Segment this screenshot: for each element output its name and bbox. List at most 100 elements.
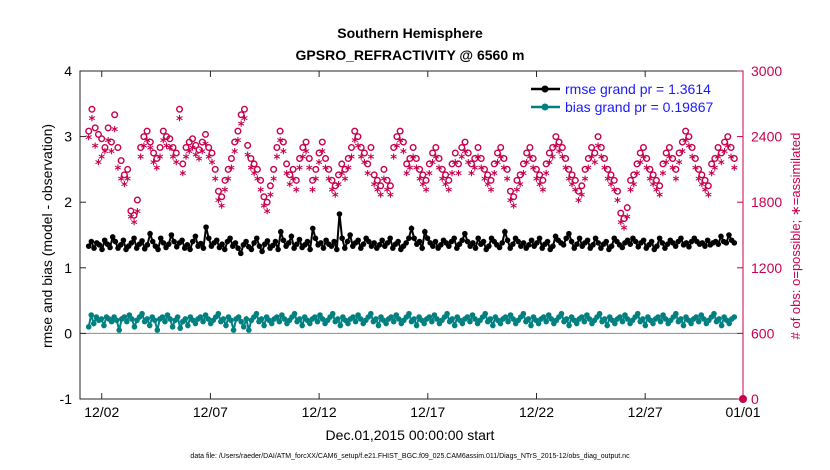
series-rmse-point — [323, 237, 329, 244]
x-tick-label: 12/12 — [302, 404, 337, 420]
series-rmse-point — [539, 245, 546, 251]
series-rmse-point — [550, 243, 556, 249]
obs-assimilated-point: * — [559, 152, 566, 167]
obs-assimilated-point: * — [478, 163, 485, 178]
series-rmse-point — [131, 235, 137, 242]
obs-assimilated-point: * — [137, 152, 144, 167]
obs-possible-point — [176, 105, 184, 113]
series-rmse-point — [277, 228, 284, 235]
x-tick-label: 12/07 — [193, 404, 228, 420]
series-bias-point — [85, 324, 92, 330]
series-bias-point — [657, 318, 664, 325]
obs-assimilated-point: * — [277, 136, 284, 151]
series-rmse-point — [147, 230, 153, 237]
obs-possible-point — [555, 138, 563, 146]
obs-assimilated-point: * — [520, 169, 527, 184]
series-bias-point — [243, 316, 250, 322]
obs-assimilated-point: * — [429, 158, 436, 173]
obs-possible-point — [584, 154, 592, 162]
obs-possible-point — [351, 127, 359, 135]
series-rmse-point — [253, 235, 260, 242]
series-rmse-point — [275, 246, 281, 253]
obs-possible-point — [208, 149, 216, 157]
series-bias-point — [182, 316, 189, 322]
obs-assimilated-point: * — [118, 174, 125, 189]
obs-assimilated-point: * — [565, 174, 572, 189]
obs-assimilated-point: * — [475, 152, 482, 167]
obs-possible-point — [406, 154, 414, 162]
obs-assimilated-point: * — [685, 142, 692, 157]
obs-assimilated-point: * — [578, 191, 585, 206]
obs-possible-point — [652, 176, 660, 184]
series-rmse-point — [320, 245, 327, 251]
series-rmse-point — [219, 241, 225, 247]
series-rmse-point — [430, 243, 436, 249]
obs-assimilated-point: * — [458, 152, 465, 167]
obs-possible-point — [370, 171, 378, 179]
obs-assimilated-point: * — [471, 163, 478, 178]
obs-possible-point — [565, 165, 573, 173]
obs-possible-point — [594, 133, 602, 141]
obs-assimilated-point: * — [462, 147, 469, 162]
obs-possible-point — [513, 176, 521, 184]
series-bias-point — [296, 316, 303, 322]
obs-assimilated-point: * — [189, 144, 196, 159]
obs-assimilated-point: * — [660, 169, 667, 184]
obs-assimilated-point: * — [419, 180, 426, 195]
obs-possible-point — [380, 165, 388, 173]
obs-assimilated-point: * — [406, 163, 413, 178]
obs-assimilated-point: * — [290, 174, 297, 189]
series-bias-point — [151, 317, 158, 324]
series-bias-point — [383, 320, 389, 327]
obs-possible-point — [101, 144, 109, 152]
obs-assimilated-point: * — [92, 142, 99, 157]
series-rmse-point — [379, 237, 385, 244]
obs-possible-point — [471, 154, 479, 162]
series-bias-point — [281, 316, 288, 322]
series-rmse-point — [552, 233, 559, 240]
obs-possible-point — [704, 182, 712, 190]
series-rmse-point — [726, 232, 732, 238]
series-bias-point — [124, 318, 130, 325]
obs-assimilated-point: * — [147, 144, 154, 159]
series-rmse-point — [590, 242, 596, 248]
obs-assimilated-point: * — [546, 158, 553, 173]
series-rmse-point — [472, 245, 479, 251]
obs-possible-point — [237, 111, 245, 119]
series-rmse-point — [648, 238, 655, 245]
series-rmse-point — [280, 237, 287, 244]
obs-possible-point — [137, 144, 145, 152]
series-bias-point — [421, 320, 428, 327]
series-bias-point — [90, 320, 97, 327]
obs-assimilated-point: * — [368, 152, 375, 167]
series-rmse-point — [358, 245, 364, 251]
obs-possible-point — [344, 154, 352, 162]
series-rmse-point — [120, 237, 127, 244]
series-bias-point — [154, 327, 161, 333]
y2-tick-label: 0 — [751, 391, 759, 407]
obs-assimilated-point: * — [322, 163, 329, 178]
y2-tick-label: 600 — [751, 325, 775, 341]
series-bias-point — [261, 322, 267, 329]
obs-assimilated-point: * — [111, 125, 118, 140]
obs-assimilated-point: * — [387, 191, 394, 206]
series-bias-point — [505, 318, 511, 325]
obs-assimilated-point: * — [627, 185, 634, 200]
obs-possible-point — [708, 160, 716, 168]
obs-assimilated-point: * — [647, 174, 654, 189]
obs-possible-point — [597, 144, 605, 152]
obs-assimilated-point: * — [724, 142, 731, 157]
series-bias-point — [711, 310, 717, 317]
obs-assimilated-point: * — [377, 191, 384, 206]
legend-bias-label: bias grand pr = 0.19867 — [565, 99, 713, 115]
obs-assimilated-point: * — [731, 163, 738, 178]
y-axis-label: rmse and bias (model - observation) — [39, 124, 55, 348]
series-rmse-point — [371, 240, 377, 246]
series-rmse-point — [563, 235, 570, 242]
series-rmse-point — [640, 237, 647, 244]
series-bias-point — [701, 316, 707, 322]
obs-assimilated-point: * — [497, 152, 504, 167]
obs-assimilated-point: * — [640, 152, 647, 167]
obs-assimilated-point: * — [416, 174, 423, 189]
series-bias-point — [121, 314, 128, 320]
